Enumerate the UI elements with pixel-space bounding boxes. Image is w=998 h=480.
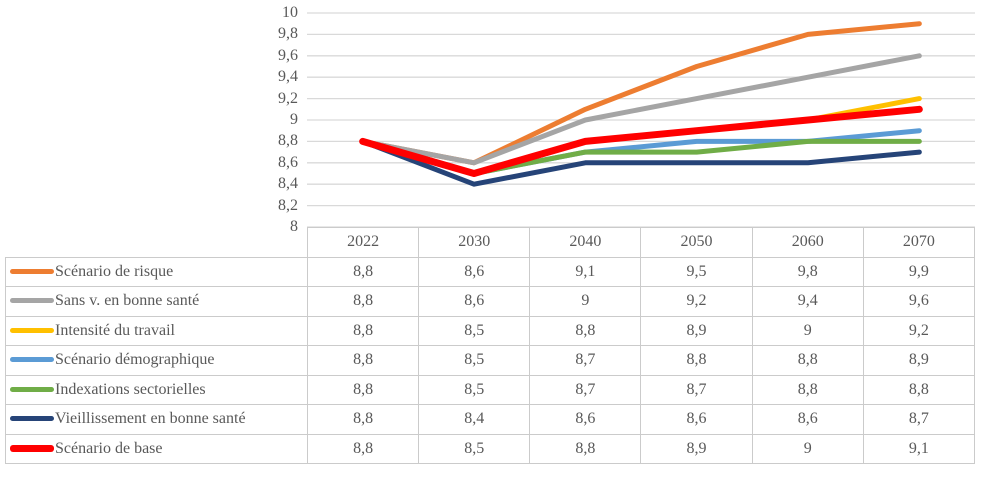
value-cell: 9 [751, 433, 864, 464]
y-axis-tick-label: 9 [290, 111, 298, 128]
series-name-label: Scénario de base [55, 439, 163, 457]
line-chart-plot-area [307, 12, 975, 228]
value-cell: 8,9 [862, 345, 976, 376]
value-cell: 8,8 [306, 345, 420, 376]
value-cell: 8,7 [640, 374, 753, 405]
series-line-scenario-de-base [359, 105, 923, 177]
table-row-intensite-du-travail: Intensité du travail 8,8 8,5 8,8 8,9 9 9,2 [5, 315, 976, 346]
value-cell: 8,8 [306, 315, 420, 346]
value-cell: 8,5 [418, 374, 531, 405]
empty-corner-cell [6, 228, 308, 258]
chart-data-table: 2022 2030 2040 2050 2060 2070 Scénario de risq… [5, 227, 976, 464]
value-cell: 8,8 [640, 345, 753, 376]
series-name-label: Vieillissement en bonne santé [55, 410, 246, 428]
legend-label-cell: Scénario de risque [5, 256, 308, 287]
legend-label-cell: Sans v. en bonne santé [5, 286, 308, 317]
legend-line-swatch-indexations-sectorielles [10, 386, 54, 392]
legend-label-cell: Intensité du travail [5, 315, 308, 346]
value-cell: 9,2 [640, 286, 753, 317]
value-cell: 8,6 [640, 404, 753, 435]
year-header-2030: 2030 [418, 227, 531, 258]
value-cell: 8,8 [529, 315, 642, 346]
series-name-label: Indexations sectorielles [55, 380, 206, 398]
year-header-2070: 2070 [862, 227, 976, 258]
series-line-vieillissement-en-bonne-sante [360, 138, 922, 187]
value-cell: 8,8 [862, 374, 976, 405]
value-cell: 8,7 [529, 374, 642, 405]
value-cell: 9,2 [862, 315, 976, 346]
series-name-label: Intensité du travail [55, 321, 175, 339]
legend-label-cell: Scénario démographique [5, 345, 308, 376]
table-row-sans-v-en-bonne-sante: Sans v. en bonne santé 8,8 8,6 9 9,2 9,4 9,6 [5, 286, 976, 317]
value-cell: 8,5 [418, 433, 531, 464]
value-cell: 9,9 [862, 256, 976, 287]
value-cell: 9,4 [751, 286, 864, 317]
value-cell: 8,4 [418, 404, 531, 435]
legend-line-swatch-vieillissement-en-bonne-sante [10, 416, 54, 422]
y-axis-tick-label: 8 [290, 218, 298, 235]
value-cell: 8,8 [306, 374, 420, 405]
year-header-2040: 2040 [529, 227, 642, 258]
value-cell: 8,8 [306, 433, 420, 464]
value-cell: 8,7 [862, 404, 976, 435]
legend-line-swatch-scenario-demographique [10, 357, 54, 363]
value-cell: 8,7 [529, 345, 642, 376]
value-cell: 8,9 [640, 315, 753, 346]
y-axis-tick-label: 8,8 [278, 132, 298, 150]
value-cell: 8,5 [418, 315, 531, 346]
y-axis-tick-label: 8,2 [278, 196, 298, 214]
year-header-row: 2022 2030 2040 2050 2060 2070 [6, 227, 976, 258]
value-cell: 8,6 [418, 286, 531, 317]
legend-line-swatch-sans-v-en-bonne-sante [10, 298, 54, 304]
y-axis-tick-label: 9,4 [278, 68, 298, 86]
value-cell: 9 [529, 286, 642, 317]
y-axis-tick-label: 8,4 [278, 175, 298, 193]
value-cell: 8,8 [306, 256, 420, 287]
series-name-label: Sans v. en bonne santé [55, 292, 200, 310]
value-cell: 8,8 [529, 433, 642, 464]
value-cell: 9,6 [862, 286, 976, 317]
value-cell: 8,8 [306, 286, 420, 317]
series-name-label: Scénario de risque [55, 262, 174, 280]
value-cell: 8,6 [418, 256, 531, 287]
y-axis: 10 9,8 9,6 9,4 9,2 9 8,8 8,6 8,4 8,2 8 [0, 0, 300, 240]
y-axis-tick-label: 8,6 [278, 153, 298, 171]
series-name-label: Scénario démographique [55, 351, 215, 369]
table-row-scenario-de-risque: Scénario de risque 8,8 8,6 9,1 9,5 9,8 9,9 [5, 256, 976, 287]
value-cell: 8,8 [751, 345, 864, 376]
y-axis-tick-label: 9,6 [278, 46, 298, 64]
table-row-vieillissement-en-bonne-sante: Vieillissement en bonne santé 8,8 8,4 8,6 8,… [5, 404, 976, 435]
legend-label-cell: Indexations sectorielles [5, 374, 308, 405]
legend-label-cell: Scénario de base [5, 433, 308, 464]
y-axis-tick-label: 9,2 [278, 89, 298, 107]
table-row-scenario-de-base: Scénario de base 8,8 8,5 8,8 8,9 9 9,1 [5, 433, 976, 464]
value-cell: 9,8 [751, 256, 864, 287]
value-cell: 8,9 [640, 433, 753, 464]
value-cell: 8,5 [418, 345, 531, 376]
y-axis-tick-label: 10 [282, 4, 298, 21]
legend-line-swatch-scenario-de-base [10, 444, 54, 452]
value-cell: 9,1 [529, 256, 642, 287]
year-header-2050: 2050 [640, 227, 753, 258]
value-cell: 8,6 [751, 404, 864, 435]
value-cell: 8,6 [529, 404, 642, 435]
legend-label-cell: Vieillissement en bonne santé [5, 404, 308, 435]
value-cell: 8,8 [751, 374, 864, 405]
table-row-indexations-sectorielles: Indexations sectorielles 8,8 8,5 8,7 8,7 8,8 8… [5, 374, 976, 405]
value-cell: 8,8 [306, 404, 420, 435]
legend-line-swatch-scenario-de-risque [10, 268, 54, 274]
value-cell: 9 [751, 315, 864, 346]
legend-line-swatch-intensite-du-travail [10, 327, 54, 333]
value-cell: 9,5 [640, 256, 753, 287]
year-header-2060: 2060 [751, 227, 864, 258]
year-header-2022: 2022 [306, 227, 420, 258]
table-row-scenario-demographique: Scénario démographique 8,8 8,5 8,7 8,8 8,8 8,9 [5, 345, 976, 376]
value-cell: 9,1 [862, 433, 976, 464]
y-axis-tick-label: 9,8 [278, 25, 298, 43]
series-line-sans-v-en-bonne-sante [360, 53, 922, 166]
